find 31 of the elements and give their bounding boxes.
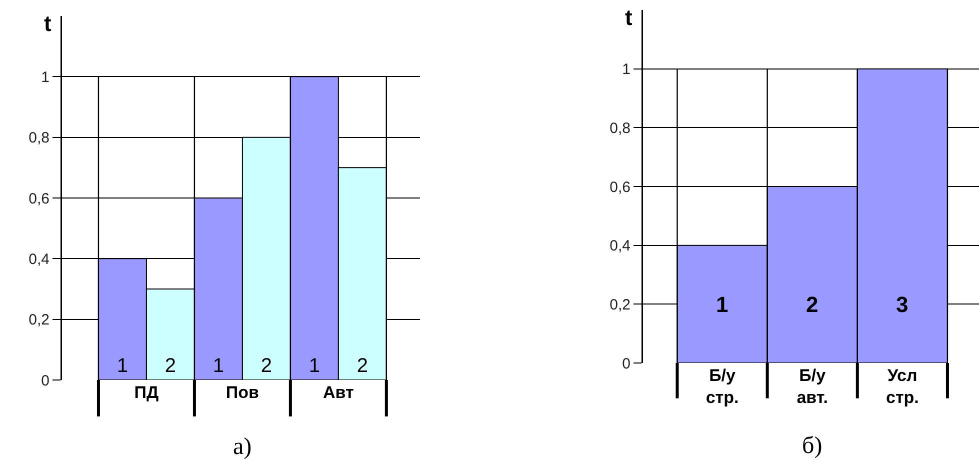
x-tick-label: Пов: [226, 383, 259, 402]
x-tick-label: Усл стр.: [886, 366, 919, 408]
y-tick-label: 1: [622, 61, 630, 78]
series-label: 1: [116, 355, 128, 377]
x-tick-label: Б/у стр.: [706, 366, 739, 408]
y-tick-label: 0,4: [28, 250, 50, 268]
y-axis-title: t: [625, 5, 633, 30]
x-tick-label: ПД: [134, 383, 159, 402]
y-tick-label: 0,6: [28, 190, 50, 208]
y-tick-label: 0,2: [28, 312, 50, 329]
y-tick-label: 0,8: [610, 120, 630, 137]
y-tick-label: 0,4: [610, 238, 630, 255]
x-tick-label: Авт: [323, 383, 354, 402]
text: 2: [356, 355, 368, 377]
y-tick-label: 0,6: [610, 178, 630, 196]
x-tick-label: Б/у авт.: [796, 366, 828, 408]
y-tick-label: 1: [41, 68, 50, 86]
y-tick-label: 0,8: [28, 130, 50, 147]
annotation: 2: [806, 292, 818, 317]
annotation: 3: [896, 292, 908, 317]
y-tick-label: 0,2: [610, 296, 630, 314]
text: 1: [308, 355, 320, 377]
text: б): [802, 433, 822, 459]
series-label: 2: [164, 355, 176, 377]
text: а): [233, 434, 252, 460]
y-axis-title: t: [44, 11, 52, 36]
y-tick-label: 0: [41, 372, 50, 390]
y-tick-label: 0: [622, 355, 630, 372]
annotation: 1: [716, 292, 728, 317]
text: 2: [260, 355, 272, 377]
text: 1: [212, 355, 224, 377]
